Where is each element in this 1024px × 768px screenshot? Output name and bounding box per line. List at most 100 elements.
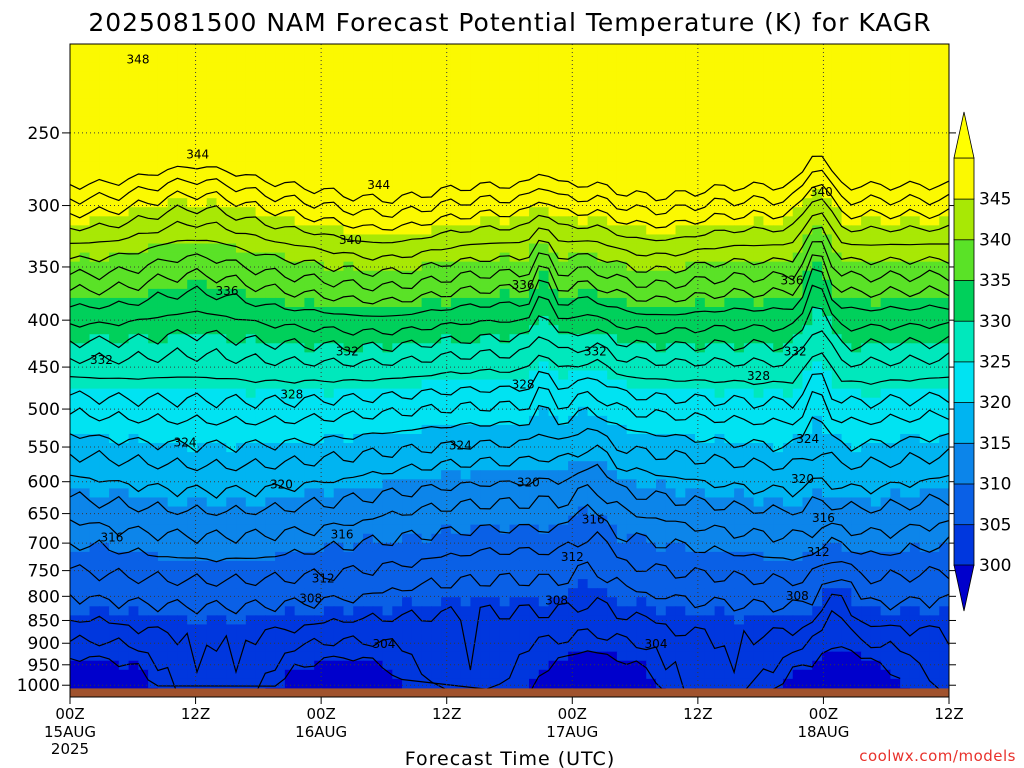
contour-fill-cell xyxy=(226,379,237,390)
contour-fill-cell xyxy=(538,433,550,444)
contour-fill-cell xyxy=(226,170,237,181)
contour-fill-cell xyxy=(118,225,130,236)
contour-fill-cell xyxy=(431,170,442,181)
contour-fill-cell xyxy=(548,243,559,254)
contour-fill-cell xyxy=(363,515,374,526)
contour-fill-cell xyxy=(411,479,423,489)
contour-fill-cell xyxy=(656,352,667,363)
contour-fill-cell xyxy=(695,343,706,353)
contour-fill-cell xyxy=(294,497,305,508)
contour-fill-cell xyxy=(802,152,813,163)
contour-fill-cell xyxy=(929,161,940,172)
contour-fill-cell xyxy=(177,307,188,317)
contour-fill-cell xyxy=(128,80,139,90)
contour-fill-cell xyxy=(626,98,638,109)
contour-fill-cell xyxy=(822,288,833,299)
contour-fill-cell xyxy=(138,370,149,381)
contour-fill-cell xyxy=(460,316,472,326)
contour-fill-cell xyxy=(216,116,227,127)
contour-fill-cell xyxy=(685,470,696,480)
contour-fill-cell xyxy=(704,316,716,326)
contour-fill-cell xyxy=(480,270,491,281)
contour-fill-cell xyxy=(939,433,949,444)
contour-fill-cell xyxy=(304,71,315,81)
contour-fill-cell xyxy=(304,80,315,90)
contour-fill-cell xyxy=(89,470,100,480)
contour-fill-cell xyxy=(489,216,501,226)
contour-fill-cell xyxy=(929,452,940,462)
contour-fill-cell xyxy=(275,379,286,390)
contour-fill-cell xyxy=(70,207,81,217)
contour-fill-cell xyxy=(597,307,608,317)
contour-fill-cell xyxy=(392,189,403,199)
contour-fill-cell xyxy=(724,288,735,299)
contour-fill-cell xyxy=(734,134,745,145)
contour-fill-cell xyxy=(187,161,198,172)
contour-fill-cell xyxy=(529,379,540,390)
contour-fill-cell xyxy=(841,424,852,435)
contour-fill-cell xyxy=(743,89,755,100)
contour-fill-cell xyxy=(402,152,413,163)
contour-fill-cell xyxy=(411,288,423,299)
contour-fill-cell xyxy=(607,98,618,109)
contour-fill-cell xyxy=(548,53,559,63)
contour-fill-cell xyxy=(284,116,296,127)
contour-fill-cell xyxy=(636,488,647,499)
contour-fill-cell xyxy=(763,470,774,480)
contour-fill-cell xyxy=(353,334,364,344)
contour-fill-cell xyxy=(558,452,569,462)
contour-fill-cell xyxy=(646,71,657,81)
contour-fill-cell xyxy=(841,288,852,299)
contour-fill-cell xyxy=(79,143,91,154)
contour-fill-cell xyxy=(255,243,266,254)
contour-fill-cell xyxy=(431,334,442,344)
contour-fill-cell xyxy=(704,80,716,90)
contour-fill-cell xyxy=(314,343,325,353)
contour-fill-cell xyxy=(353,198,364,208)
contour-fill-cell xyxy=(734,225,745,236)
contour-fill-cell xyxy=(314,279,325,290)
contour-fill-cell xyxy=(226,71,237,81)
contour-fill-cell xyxy=(382,424,393,435)
contour-fill-cell xyxy=(695,352,706,363)
contour-fill-cell xyxy=(411,361,423,372)
contour-fill-cell xyxy=(753,98,765,109)
contour-fill-cell xyxy=(323,53,335,63)
contour-fill-cell xyxy=(363,334,374,344)
contour-fill-cell xyxy=(929,461,940,471)
contour-fill-cell xyxy=(265,270,276,281)
contour-fill-cell xyxy=(704,98,716,109)
contour-fill-cell xyxy=(597,198,608,208)
contour-fill-cell xyxy=(206,406,218,417)
contour-fill-cell xyxy=(109,252,120,263)
contour-fill-cell xyxy=(607,189,618,199)
contour-fill-cell xyxy=(431,143,442,154)
contour-fill-cell xyxy=(695,470,706,480)
contour-fill-cell xyxy=(284,234,296,245)
contour-fill-cell xyxy=(177,379,188,390)
contour-fill-cell xyxy=(372,307,384,317)
contour-fill-cell xyxy=(323,406,335,417)
contour-fill-cell xyxy=(245,470,257,480)
contour-fill-cell xyxy=(236,98,247,109)
contour-fill-cell xyxy=(353,479,364,489)
contour-fill-cell xyxy=(431,506,442,517)
contour-fill-cell xyxy=(499,252,511,263)
contour-fill-cell xyxy=(196,152,208,163)
contour-fill-cell xyxy=(548,125,559,136)
contour-fill-cell xyxy=(206,252,218,263)
contour-fill-cell xyxy=(411,524,423,535)
contour-fill-cell xyxy=(314,433,325,444)
contour-fill-cell xyxy=(372,261,384,272)
contour-fill-cell xyxy=(167,107,179,118)
contour-fill-cell xyxy=(568,107,579,118)
contour-fill-cell xyxy=(284,279,296,290)
contour-fill-cell xyxy=(138,152,149,163)
contour-fill-cell xyxy=(792,252,804,263)
contour-fill-cell xyxy=(216,62,227,72)
contour-fill-cell xyxy=(909,180,921,190)
contour-fill-cell xyxy=(372,479,384,489)
contour-fill-cell xyxy=(743,125,755,136)
contour-fill-cell xyxy=(626,397,638,408)
contour-fill-cell xyxy=(157,488,169,499)
